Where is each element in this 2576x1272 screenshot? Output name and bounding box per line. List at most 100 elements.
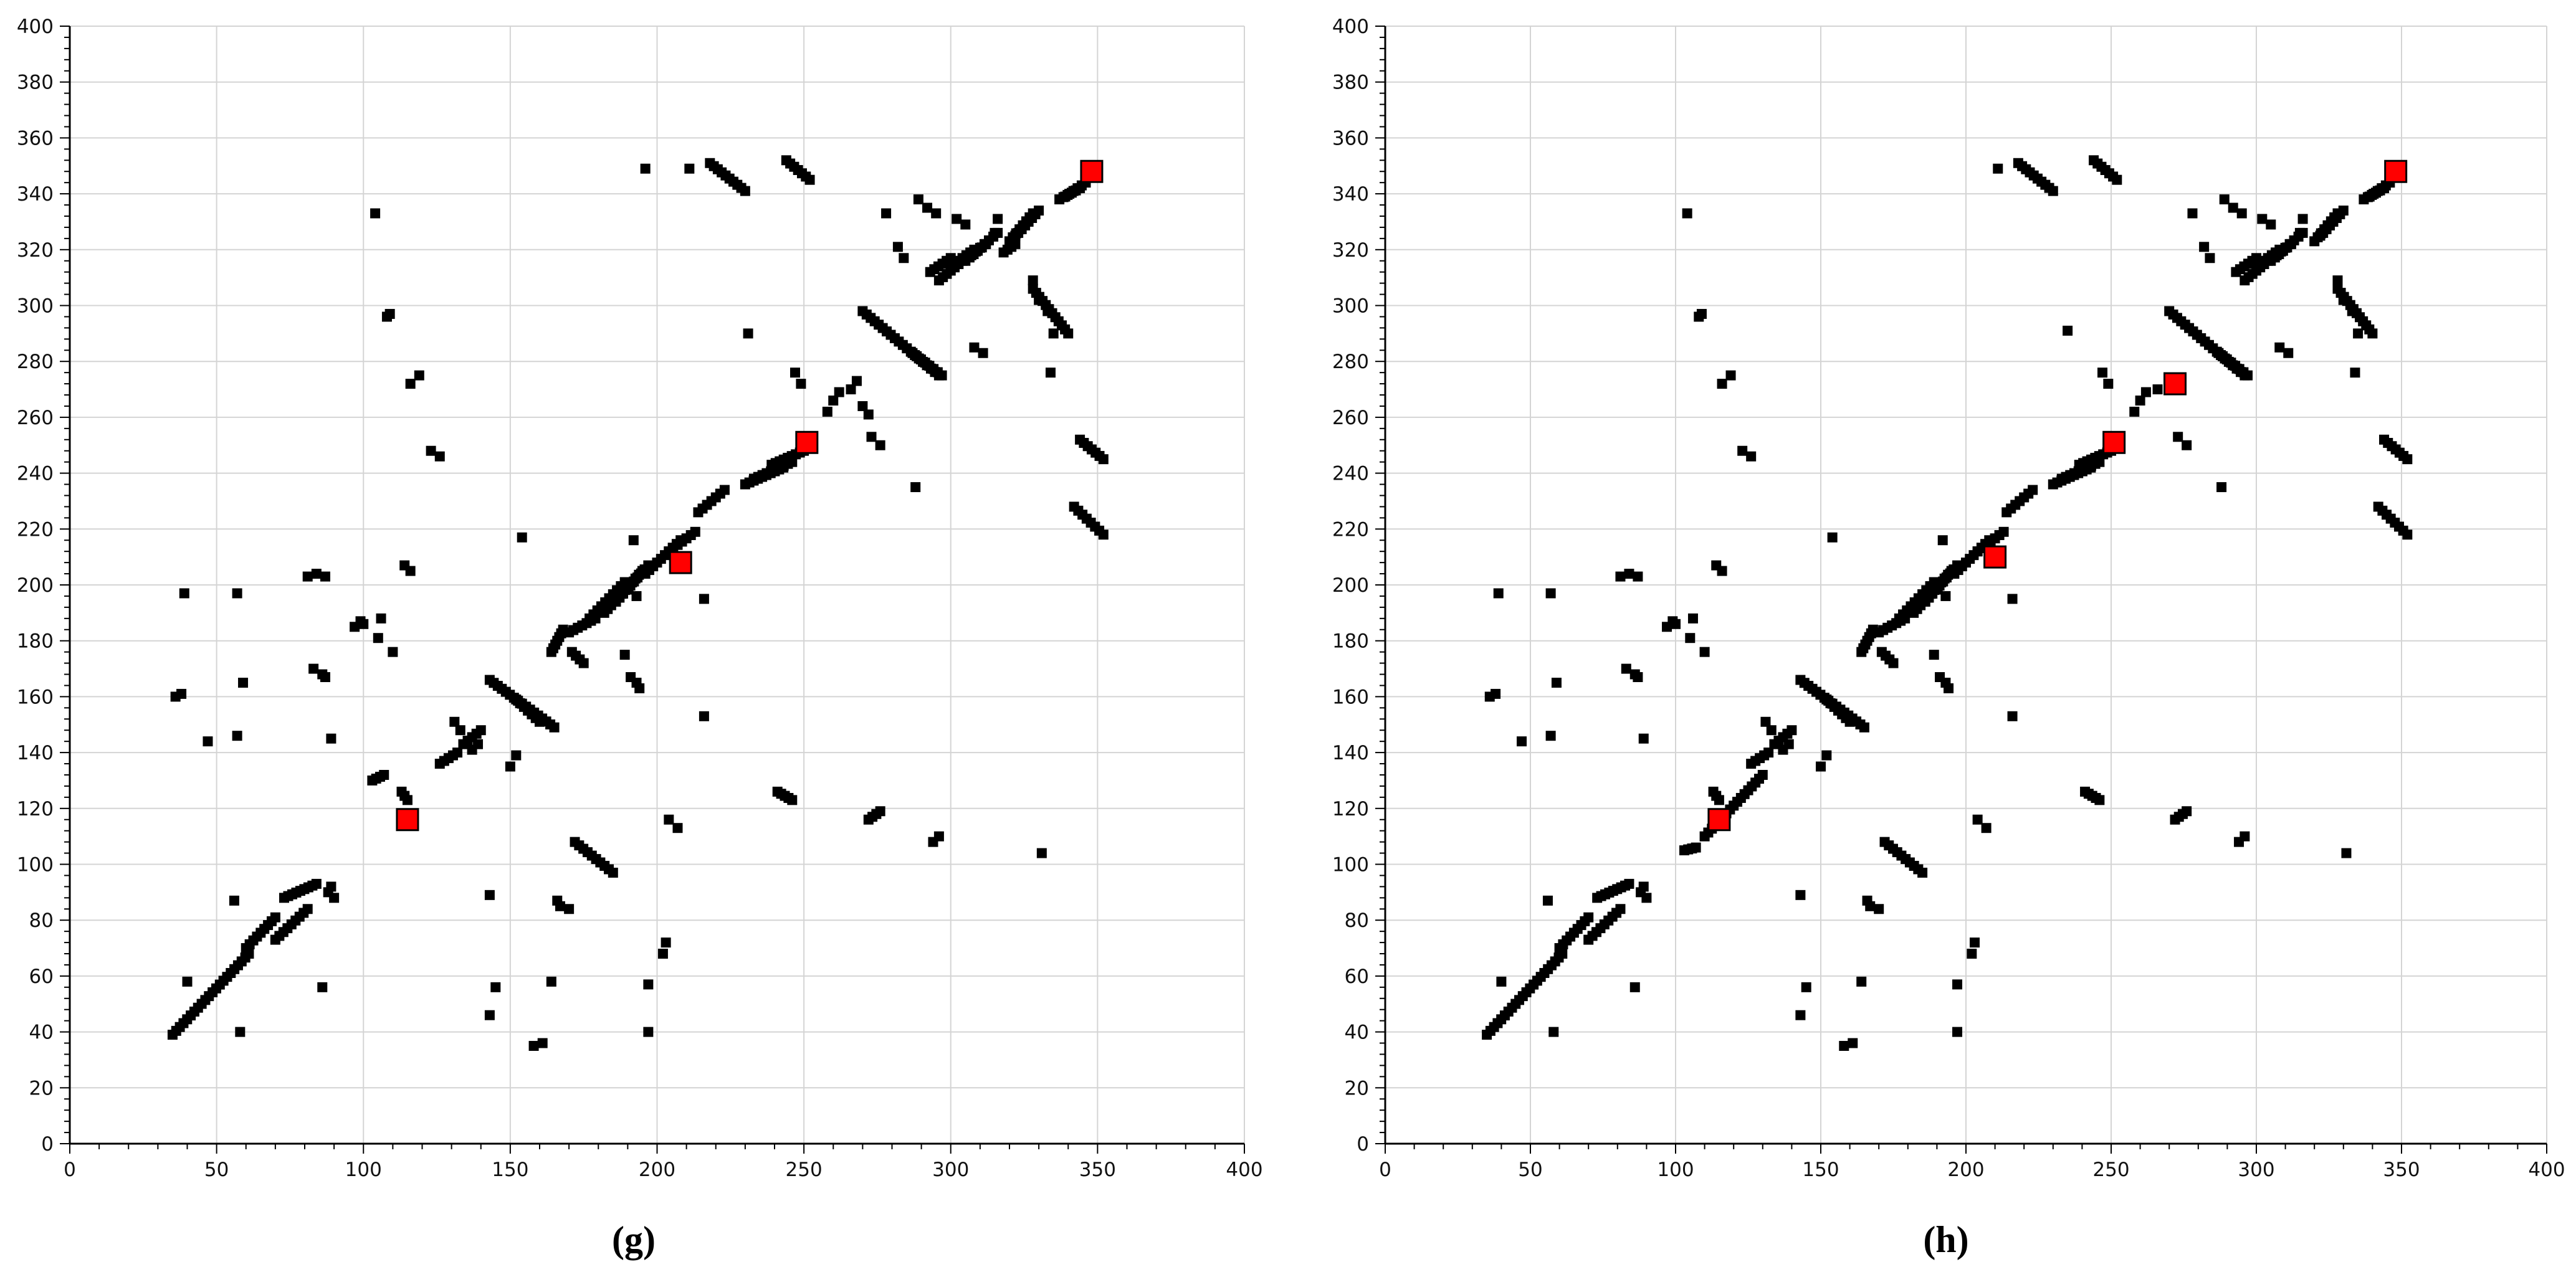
data-point (1615, 571, 1626, 582)
data-point (2353, 328, 2364, 339)
data-point (1844, 716, 1855, 727)
x-tick-label: 350 (2383, 1159, 2420, 1181)
x-tick-label: 250 (2092, 1159, 2129, 1181)
x-tick-label: 300 (932, 1159, 969, 1181)
y-tick-label: 240 (17, 463, 54, 485)
y-tick-label: 140 (1332, 742, 1369, 764)
y-tick-label: 260 (1332, 407, 1369, 429)
data-point (1545, 731, 1556, 741)
data-point (179, 588, 189, 599)
y-tick-label: 300 (1332, 295, 1369, 318)
data-point (875, 440, 885, 450)
x-tick-label: 350 (1079, 1159, 1116, 1181)
data-point (1548, 1027, 1559, 1037)
data-point (1629, 982, 1640, 992)
y-tick-label: 40 (1345, 1022, 1369, 1044)
data-point (308, 663, 319, 674)
y-tick-label: 100 (1332, 854, 1369, 876)
data-point (1929, 650, 1939, 660)
data-point (2007, 711, 2018, 721)
data-point (505, 761, 515, 772)
data-point (796, 379, 806, 389)
data-point (978, 348, 988, 358)
data-point (376, 613, 386, 624)
data-point (863, 409, 874, 420)
y-tick-label: 80 (29, 909, 54, 932)
data-point (2173, 432, 2183, 442)
data-point (1048, 328, 1059, 339)
data-point (2341, 848, 2352, 858)
y-tick-label: 60 (1345, 966, 1369, 988)
data-point (414, 370, 424, 381)
x-tick-label: 100 (1657, 1159, 1694, 1181)
data-point (2182, 440, 2192, 450)
data-point (1737, 445, 1748, 456)
data-point (881, 208, 892, 219)
data-point (1034, 206, 1044, 216)
data-point (2129, 406, 2140, 417)
data-point (511, 750, 522, 761)
x-tick-label: 0 (1379, 1159, 1391, 1181)
data-point (1098, 454, 1109, 465)
data-point (931, 208, 942, 219)
data-point (2274, 342, 2285, 353)
data-point (2048, 186, 2058, 196)
data-point (1034, 295, 1044, 305)
data-point (2367, 328, 2378, 339)
scatter-plot-g: 0 50 100 150 200 250 300 350 400 0 20 40 60 80 100 120 1… (17, 16, 1263, 1181)
data-point (1746, 451, 1757, 462)
x-tick-label: 100 (345, 1159, 382, 1181)
data-point (379, 769, 389, 780)
data-point (555, 901, 565, 911)
y-tick-label: 320 (17, 239, 54, 262)
data-point (528, 1041, 539, 1051)
data-point (631, 591, 642, 601)
data-point (719, 485, 730, 495)
data-point (1545, 588, 1556, 599)
data-point (2315, 230, 2326, 241)
data-point (1952, 979, 1963, 990)
data-point (2140, 387, 2151, 397)
data-point (743, 328, 753, 339)
y-tick-label: 300 (17, 295, 54, 318)
data-point (1859, 722, 1869, 733)
data-point (2283, 348, 2294, 358)
y-tick-label: 240 (1332, 463, 1369, 485)
data-point (699, 711, 709, 721)
data-point (690, 526, 700, 537)
data-point (661, 937, 671, 948)
data-point (2103, 379, 2114, 389)
data-point (2219, 194, 2230, 205)
data-point (643, 979, 654, 990)
data-point (1783, 739, 1794, 749)
data-point (1551, 677, 1562, 688)
data-point (405, 566, 416, 576)
data-point (1981, 823, 1992, 833)
data-point (182, 976, 193, 987)
data-point (373, 633, 383, 643)
data-point (1045, 368, 1056, 378)
panel-caption-g: (g) (612, 1219, 656, 1260)
data-point (1937, 535, 1948, 546)
data-point (1816, 761, 1826, 772)
data-point (326, 881, 336, 892)
data-point (1028, 275, 1038, 286)
data-point (684, 163, 695, 174)
data-point (1821, 750, 1832, 761)
data-point (851, 376, 862, 386)
y-tick-label: 0 (41, 1133, 54, 1156)
y-tick-label: 140 (17, 742, 54, 764)
y-tick-label: 360 (17, 127, 54, 150)
highlighted-point (1983, 545, 2007, 569)
data-point (822, 406, 832, 417)
data-point (2332, 275, 2343, 286)
y-tick-label: 20 (29, 1077, 54, 1099)
x-tick-label: 400 (1226, 1159, 1262, 1181)
data-point (535, 716, 545, 727)
y-tick-label: 280 (17, 351, 54, 373)
data-point (1787, 725, 1797, 736)
highlighted-point (2102, 430, 2126, 454)
data-point (311, 569, 322, 579)
data-point (952, 214, 962, 224)
data-point (787, 795, 798, 805)
